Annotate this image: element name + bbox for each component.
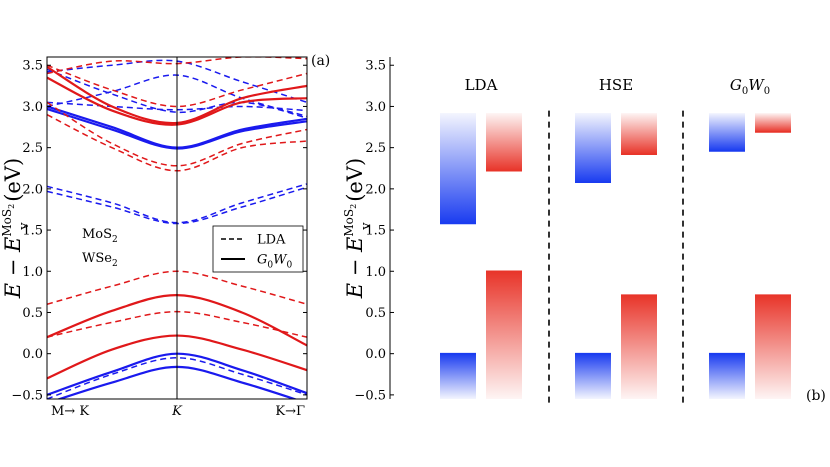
valence-bar-wse2	[486, 271, 522, 399]
y-tick-label: 3.5	[365, 59, 386, 74]
y-tick-label: 2.5	[22, 141, 43, 156]
valence-bar-mos2	[440, 353, 476, 399]
method-label-0: LDA	[465, 76, 498, 94]
valence-bar-mos2	[709, 353, 745, 399]
band-mos2-lda-3	[47, 68, 307, 119]
y-tick-label: −0.5	[11, 388, 43, 403]
panel-a-band-structure: −0.5 0.0 0.5 1.0 1.5 2.0 2.5 3.0 3.5 M→ K K K→Γ (a…	[0, 53, 330, 419]
y-tick-label: 3.0	[22, 100, 43, 115]
y-tick-label: 2.5	[365, 141, 386, 156]
conduction-bar-wse2	[486, 113, 522, 171]
valence-bar-wse2	[755, 295, 791, 399]
panel-b-label: (b)	[806, 388, 826, 404]
x-tick-label: K→Γ	[275, 404, 305, 419]
material-label-0: MoS2	[82, 227, 118, 245]
panel-a-y-axis-label: E − EMoS2v (eV)	[0, 158, 32, 299]
y-tick-label: 0.5	[22, 306, 43, 321]
material-label-1: WSe2	[82, 251, 118, 269]
y-tick-label: 3.0	[365, 100, 386, 115]
x-tick-label: M→ K	[51, 404, 89, 419]
method-labels: LDA HSE G0W0	[465, 76, 770, 97]
band-wse2-lda-14	[47, 101, 307, 167]
y-axis-label-text: E − EMoS2v (eV)	[342, 158, 374, 299]
y-tick-label: 1.5	[365, 224, 386, 239]
y-tick-label: 1.0	[365, 265, 386, 280]
y-tick-label: 1.0	[22, 265, 43, 280]
legend-box	[212, 225, 304, 273]
band-alignment-bars	[440, 113, 791, 399]
panel-a-y-ticks: −0.5 0.0 0.5 1.0 1.5 2.0 2.5 3.0 3.5	[11, 59, 307, 403]
y-tick-label: 2.0	[365, 182, 386, 197]
conduction-bar-wse2	[621, 113, 657, 155]
method-label-1: HSE	[599, 76, 633, 94]
legend: LDA G0W0	[212, 225, 304, 273]
conduction-bar-mos2	[575, 113, 611, 183]
panel-a-x-ticks: M→ K K K→Γ	[51, 404, 305, 419]
x-tick-label: K	[171, 404, 183, 419]
conduction-bar-wse2	[755, 113, 791, 132]
valence-bar-wse2	[621, 295, 657, 399]
conduction-bar-mos2	[440, 113, 476, 224]
group-dividers	[548, 110, 684, 404]
y-tick-label: 0.5	[365, 306, 386, 321]
method-label-2: G0W0	[730, 76, 770, 97]
panel-b-band-alignment: −0.50.00.51.01.52.02.53.03.5 LDA HSE G0W0 …	[342, 57, 826, 404]
y-axis-label-text: E − EMoS2v (eV)	[0, 158, 32, 299]
material-labels: MoS2 WSe2	[82, 227, 118, 269]
y-tick-label: 0.0	[365, 347, 386, 362]
conduction-bar-mos2	[709, 113, 745, 151]
y-tick-label: 2.0	[22, 182, 43, 197]
y-tick-label: 3.5	[22, 59, 43, 74]
panel-a-label: (a)	[311, 53, 330, 69]
legend-label: G0W0	[257, 253, 293, 271]
y-tick-label: 1.5	[22, 224, 43, 239]
panel-b-y-ticks: −0.5 0.0 0.5 1.0 1.5 2.0 2.5 3.0 3.5	[354, 59, 394, 403]
y-tick-label: −0.5	[354, 388, 386, 403]
y-tick-label: 0.0	[22, 347, 43, 362]
valence-bar-mos2	[575, 353, 611, 399]
panel-b-y-axis-label: E − EMoS2v (eV)	[342, 158, 374, 299]
legend-label: LDA	[257, 233, 286, 248]
